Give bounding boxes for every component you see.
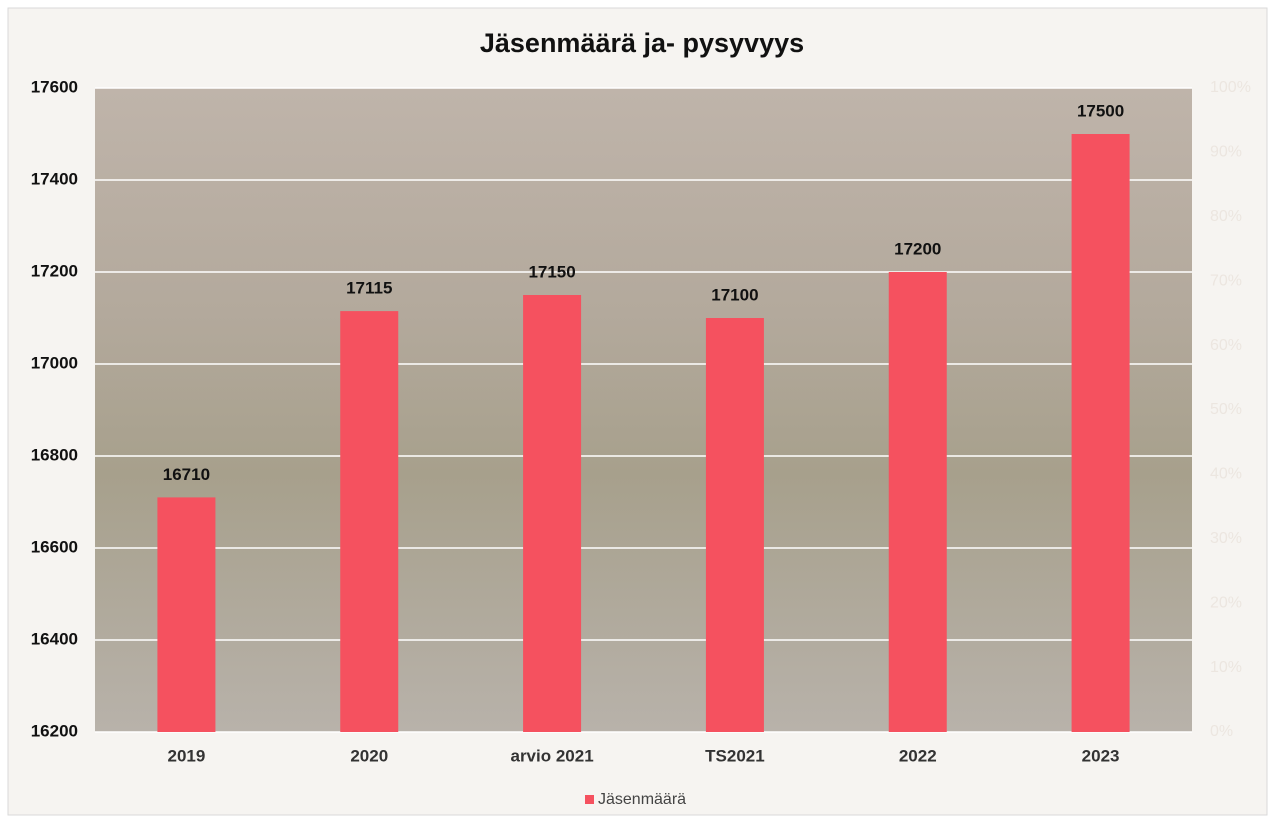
x-tick-label: arvio 2021 bbox=[510, 746, 593, 765]
bar bbox=[1071, 134, 1130, 732]
bar bbox=[705, 318, 764, 732]
y-tick-label: 16400 bbox=[31, 629, 78, 648]
y2-tick-label: 70% bbox=[1210, 272, 1242, 289]
legend-swatch bbox=[585, 795, 594, 804]
y2-tick-label: 40% bbox=[1210, 466, 1242, 483]
y2-tick-label: 0% bbox=[1210, 723, 1233, 740]
plot-background bbox=[95, 88, 1192, 732]
y2-tick-label: 100% bbox=[1210, 79, 1251, 96]
data-label: 16710 bbox=[163, 465, 210, 484]
data-label: 17115 bbox=[346, 279, 392, 298]
data-label: 17100 bbox=[711, 285, 758, 304]
data-label: 17150 bbox=[528, 262, 575, 281]
y2-tick-label: 30% bbox=[1210, 530, 1242, 547]
bar bbox=[157, 497, 216, 732]
x-tick-label: 2022 bbox=[899, 746, 937, 765]
y-tick-label: 17000 bbox=[31, 353, 78, 372]
y-tick-label: 17200 bbox=[31, 261, 78, 280]
x-tick-label: 2020 bbox=[350, 746, 388, 765]
y2-tick-label: 10% bbox=[1210, 659, 1242, 676]
bar bbox=[340, 311, 399, 732]
y-tick-label: 16200 bbox=[31, 721, 78, 740]
bar bbox=[888, 272, 947, 732]
y2-tick-label: 80% bbox=[1210, 208, 1242, 225]
data-label: 17200 bbox=[894, 239, 941, 258]
data-label: 17500 bbox=[1077, 101, 1124, 120]
bar bbox=[523, 295, 582, 732]
y2-tick-label: 60% bbox=[1210, 337, 1242, 354]
x-tick-label: TS2021 bbox=[705, 746, 765, 765]
legend-label: Jäsenmäärä bbox=[598, 791, 686, 808]
y2-tick-label: 20% bbox=[1210, 594, 1242, 611]
y2-tick-label: 90% bbox=[1210, 144, 1242, 161]
chart-title: Jäsenmäärä ja- pysyvyys bbox=[480, 28, 804, 58]
x-tick-label: 2019 bbox=[168, 746, 206, 765]
y-tick-label: 17600 bbox=[31, 77, 78, 96]
x-tick-label: 2023 bbox=[1082, 746, 1120, 765]
y-tick-label: 16600 bbox=[31, 537, 78, 556]
y2-tick-label: 50% bbox=[1210, 401, 1242, 418]
y-tick-label: 16800 bbox=[31, 445, 78, 464]
y-tick-label: 17400 bbox=[31, 169, 78, 188]
